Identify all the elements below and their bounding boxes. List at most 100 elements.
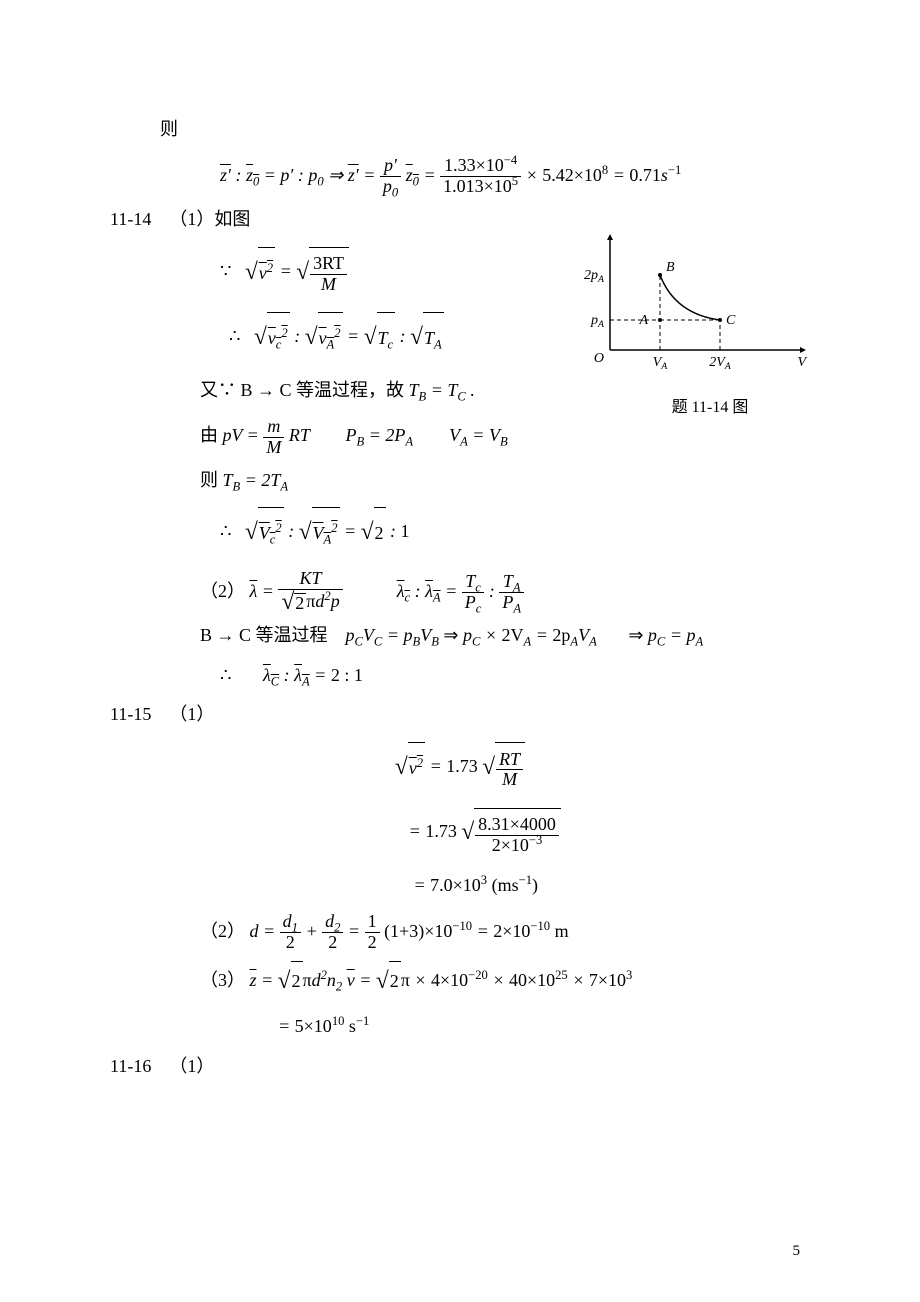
den2: 2×10: [492, 835, 529, 855]
svg-text:pA: pA: [590, 313, 605, 330]
then2: 则: [200, 470, 218, 490]
pc3: p: [648, 625, 657, 645]
7e3: 7×10: [589, 970, 626, 990]
den1exp: 5: [512, 174, 518, 188]
sqrt2a: 2: [374, 507, 386, 558]
pprime: p′: [280, 165, 293, 185]
Pasub: A: [513, 602, 521, 616]
d3: d: [312, 970, 321, 990]
tc3: T: [465, 571, 475, 591]
p15-eq3: = 7.0×103 (ms−1): [110, 866, 810, 906]
v2a: v: [259, 263, 267, 283]
p14-2: （2）: [200, 581, 245, 601]
tcsub2: C: [457, 389, 465, 403]
den1: 1.013×10: [443, 176, 512, 196]
z0-sub: 0: [253, 174, 259, 188]
two-a: 2: [280, 933, 301, 953]
zbar: z: [250, 970, 257, 990]
2VA: 2V: [502, 625, 524, 645]
sqrt2c: 2: [291, 961, 303, 1002]
n2sub: 2: [336, 979, 342, 993]
tbsub: B: [419, 389, 427, 403]
p16-1: （1）: [169, 1056, 214, 1076]
two-b: 2: [322, 933, 343, 953]
Pa: P: [502, 592, 513, 612]
c13: (1+3)×10: [384, 921, 452, 941]
40e25: 40×10: [509, 970, 555, 990]
M3: M: [502, 769, 517, 789]
PBsub: B: [357, 435, 365, 449]
pc: p: [346, 625, 355, 645]
40e25exp: 25: [555, 968, 568, 982]
KT: KT: [300, 568, 322, 588]
sqrt2b: 2: [294, 593, 306, 614]
sqrt2d: 2: [389, 961, 401, 1002]
graph-11-14: OpA2pAVA2VAVABC 题 11-14 图: [580, 230, 840, 417]
unit2c: ): [532, 875, 538, 895]
VA3sub: A: [589, 635, 597, 649]
num2: 8.31×4000: [475, 815, 559, 836]
res1: 0.71: [629, 165, 661, 185]
lamasub: A: [433, 590, 441, 604]
arr2: ⇒: [628, 625, 643, 645]
p15-eq5: （3） z = 2πd2n2 v = 2π × 4×10−20 × 40×102…: [110, 956, 810, 1007]
res2: 7.0×10: [430, 875, 481, 895]
svg-text:V: V: [797, 355, 807, 370]
unit-m: m: [555, 921, 569, 941]
p0-sub: 0: [317, 174, 323, 188]
Vc2exp: 2: [275, 521, 281, 535]
Vb3sub: B: [431, 635, 439, 649]
unit2exp: −1: [519, 873, 532, 887]
2PA: 2P: [385, 425, 405, 445]
p15-2: （2）: [200, 921, 245, 941]
because1: ∵: [220, 260, 231, 280]
p0: p: [308, 165, 317, 185]
Pcsub: c: [476, 602, 482, 616]
svg-text:2VA: 2VA: [709, 355, 732, 372]
pprime-num: p′: [384, 155, 397, 175]
res2exp: 3: [481, 873, 487, 887]
2pA: 2p: [552, 625, 570, 645]
tb2sub: B: [233, 479, 241, 493]
7e3exp: 3: [626, 968, 632, 982]
unit-s-exp: −1: [356, 1014, 369, 1028]
unit-s: s: [349, 1016, 356, 1036]
by: 由: [200, 425, 218, 445]
arr1: ⇒: [443, 625, 458, 645]
pc2: p: [463, 625, 472, 645]
v2bexp: 2: [417, 756, 423, 770]
ta3: T: [503, 571, 513, 591]
svg-text:O: O: [594, 351, 604, 366]
z0bsub: 0: [413, 174, 419, 188]
text-then: 则: [110, 110, 810, 150]
2pAsub: A: [570, 635, 578, 649]
p16-label: 11-16: [110, 1056, 151, 1076]
va: v: [319, 328, 327, 348]
p14-label: 11-14: [110, 209, 151, 229]
n2: n: [327, 970, 336, 990]
pcsub: C: [355, 635, 363, 649]
p14-eq4: 则 TB = 2TA: [110, 461, 810, 501]
2PAsub: A: [405, 435, 413, 449]
c13exp: −10: [452, 919, 472, 933]
z0b: z: [406, 165, 413, 185]
2e10: 2×10: [493, 921, 530, 941]
pv-graph-svg: OpA2pAVA2VAVABC: [580, 230, 810, 380]
5e10: 5×10: [295, 1016, 332, 1036]
2to1: 2 : 1: [331, 665, 363, 685]
unit2: (ms: [492, 875, 519, 895]
p0sub-den: 0: [392, 186, 398, 200]
num1: 1.33×10: [444, 155, 504, 175]
tasub: A: [434, 338, 442, 352]
p14-eq8: ∴ λC : λA = 2 : 1: [110, 656, 810, 696]
eq-z-ratio: z′ : z0 = p′ : p0 ⇒ z′ = p′p0 z0 = 1.33×…: [110, 150, 810, 200]
d2: d: [325, 911, 334, 931]
vbar: v: [347, 970, 355, 990]
p15-eq4: （2） d = d12 + d22 = 12 (1+3)×10−10 = 2×1…: [110, 906, 810, 956]
mul1exp: 8: [602, 163, 608, 177]
Vc3sub: C: [374, 635, 382, 649]
v2aexp: 2: [267, 261, 273, 275]
p: p: [331, 591, 340, 611]
pv: pV: [223, 425, 243, 445]
Pc: P: [465, 592, 476, 612]
